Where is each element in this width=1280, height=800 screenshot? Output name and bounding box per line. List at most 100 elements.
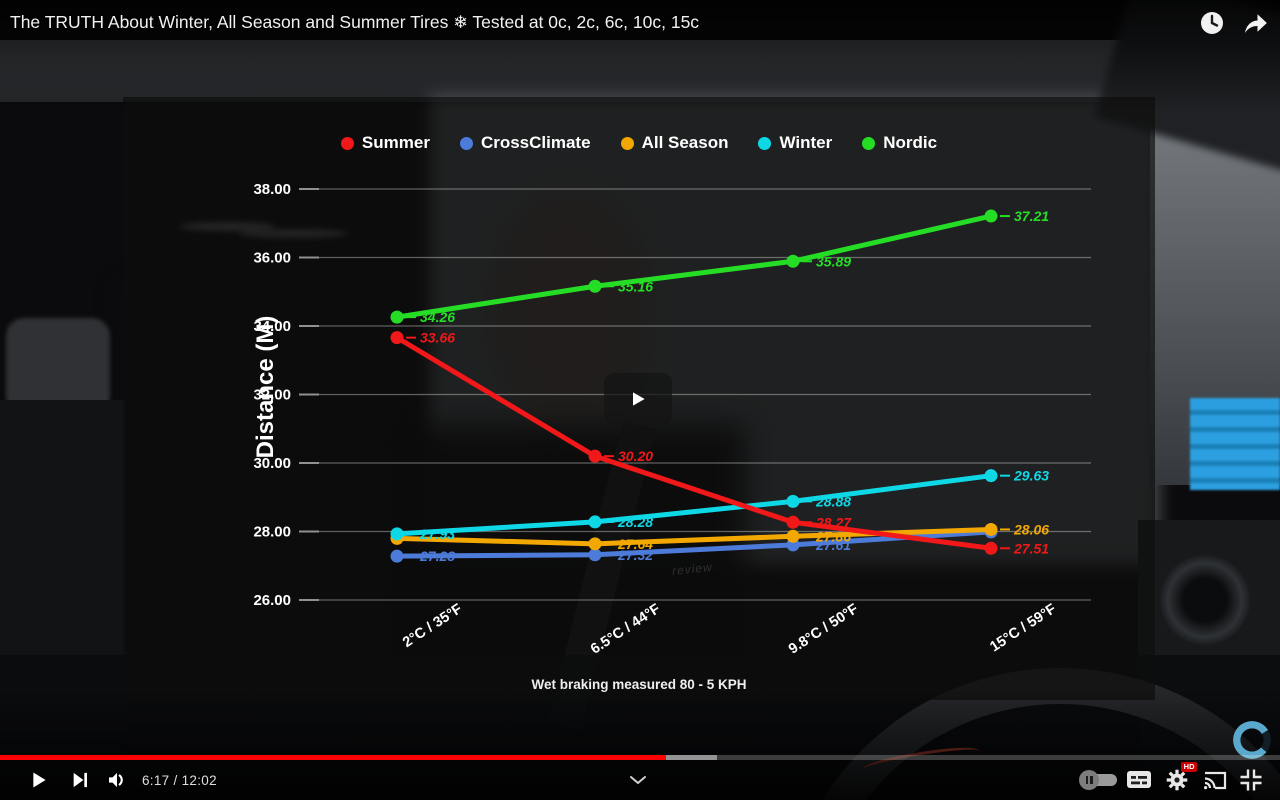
data-point: [390, 310, 404, 324]
data-label: 27.51: [1013, 540, 1049, 556]
x-tick-label: 15°C / 59°F: [987, 601, 1059, 655]
data-label: 29.63: [1013, 468, 1049, 484]
data-label: 28.06: [1013, 521, 1049, 537]
gear-icon: [1166, 769, 1188, 791]
data-label: 28.88: [815, 493, 851, 509]
watch-later-button[interactable]: [1197, 8, 1227, 38]
cast-icon: [1204, 771, 1227, 790]
play-icon: [633, 392, 645, 406]
legend-dot: [620, 136, 634, 150]
data-label: 35.89: [816, 253, 851, 269]
hide-controls-chevron[interactable]: [621, 766, 655, 794]
data-point: [786, 254, 800, 268]
data-point: [588, 515, 602, 529]
cast-button[interactable]: [1198, 766, 1232, 794]
next-icon: [73, 772, 87, 788]
data-point: [588, 279, 602, 293]
data-label: 27.28: [419, 548, 455, 564]
hd-badge: HD: [1181, 762, 1197, 772]
y-tick-label: 34.00: [253, 318, 291, 335]
y-tick-label: 32.00: [253, 387, 291, 404]
legend-item-nordic: Nordic: [862, 133, 937, 153]
data-point: [984, 209, 998, 223]
series-nordic: 34.26 35.16 35.89 37.21: [390, 208, 1049, 325]
seek-bar[interactable]: [0, 755, 1280, 760]
series-crossclimate: 27.28 27.32 27.61: [390, 525, 998, 564]
data-point: [984, 469, 998, 483]
x-tick-label: 6.5°C / 44°F: [588, 601, 663, 658]
legend-item-crossclimate: CrossClimate: [459, 133, 591, 153]
data-label: 28.27: [815, 514, 852, 530]
legend-label: CrossClimate: [480, 133, 591, 152]
autoplay-toggle[interactable]: [1079, 770, 1117, 790]
player-controls: 6:17 / 12:02: [0, 760, 1280, 800]
channel-watermark[interactable]: [1233, 721, 1271, 759]
x-tick-label: 2°C / 35°F: [400, 601, 465, 651]
data-point: [390, 331, 404, 345]
legend-label: Winter: [779, 133, 833, 152]
legend-dot: [862, 136, 876, 150]
video-title[interactable]: The TRUTH About Winter, All Season and S…: [10, 12, 700, 32]
chart-legend: Summer CrossClimate All Season Winter Nordic: [123, 133, 1155, 153]
data-point: [588, 548, 602, 562]
subtitles-icon: [1127, 771, 1151, 788]
next-button[interactable]: [62, 766, 96, 794]
data-point: [984, 541, 998, 555]
subtitles-button[interactable]: [1122, 766, 1156, 794]
data-label: 37.21: [1014, 208, 1049, 224]
play-button[interactable]: [22, 766, 56, 794]
share-arrow-icon: [1245, 14, 1267, 33]
data-point: [786, 515, 800, 529]
data-label: 27.93: [419, 526, 455, 542]
series-summer: 33.66 30.20 28.27 27.51: [390, 330, 1049, 556]
data-point: [390, 549, 404, 563]
gridlines: 38.00 36.00 34.00 32.00 30.00 28.00 26.00: [253, 181, 1091, 609]
exit-fullscreen-icon: [1240, 769, 1262, 791]
y-tick-label: 28.00: [253, 524, 291, 541]
share-button[interactable]: [1240, 8, 1270, 38]
air-vent: [1160, 555, 1250, 645]
x-tick-label: 9.8°C / 50°F: [786, 601, 861, 658]
legend-item-all-season: All Season: [620, 133, 728, 153]
top-gradient: [0, 0, 1280, 112]
legend-dot: [758, 136, 772, 150]
y-tick-label: 26.00: [253, 592, 291, 609]
clock-icon: [1201, 12, 1223, 34]
volume-button[interactable]: [100, 766, 134, 794]
video-play-overlay-button[interactable]: [604, 373, 672, 425]
data-point: [588, 449, 602, 463]
legend-item-winter: Winter: [758, 133, 832, 153]
y-tick-label: 30.00: [253, 455, 291, 472]
time-display: 6:17 / 12:02: [142, 773, 217, 788]
data-label: 30.20: [618, 448, 653, 464]
x-axis-labels: 2°C / 35°F 6.5°C / 44°F 9.8°C / 50°F 15°C /…: [400, 601, 1059, 658]
blue-crates: [1190, 398, 1280, 490]
y-tick-label: 38.00: [253, 181, 291, 198]
data-label: 27.32: [617, 547, 653, 563]
legend-item-summer: Summer: [340, 133, 430, 153]
data-point: [588, 537, 602, 551]
volume-icon: [109, 772, 123, 788]
legend-label: Nordic: [883, 133, 938, 152]
series-winter: 27.93 28.28 28.88 29.63: [390, 468, 1049, 542]
data-label: 27.86: [815, 528, 851, 544]
tire-braking-chart: 38.00 36.00 34.00 32.00 30.00 28.00 26.00 2°C /…: [253, 181, 1091, 658]
data-point: [984, 522, 998, 536]
y-tick-label: 36.00: [253, 250, 291, 267]
data-point: [786, 494, 800, 508]
pause-icon: [1079, 770, 1099, 790]
legend-dot: [459, 136, 473, 150]
data-label: 27.64: [617, 536, 653, 552]
data-point: [786, 529, 800, 543]
data-label: 27.61: [815, 537, 851, 553]
y-axis-title: Distance (M): [252, 315, 279, 459]
legend-label: Summer: [361, 133, 430, 152]
data-label: 33.66: [420, 330, 455, 346]
data-label: 28.28: [617, 514, 653, 530]
settings-button[interactable]: HD: [1160, 762, 1197, 794]
play-icon: [33, 772, 46, 788]
data-point: [390, 527, 404, 541]
exit-fullscreen-button[interactable]: [1234, 766, 1268, 794]
data-label: 34.26: [420, 309, 455, 325]
seek-bar-played: [0, 755, 666, 760]
